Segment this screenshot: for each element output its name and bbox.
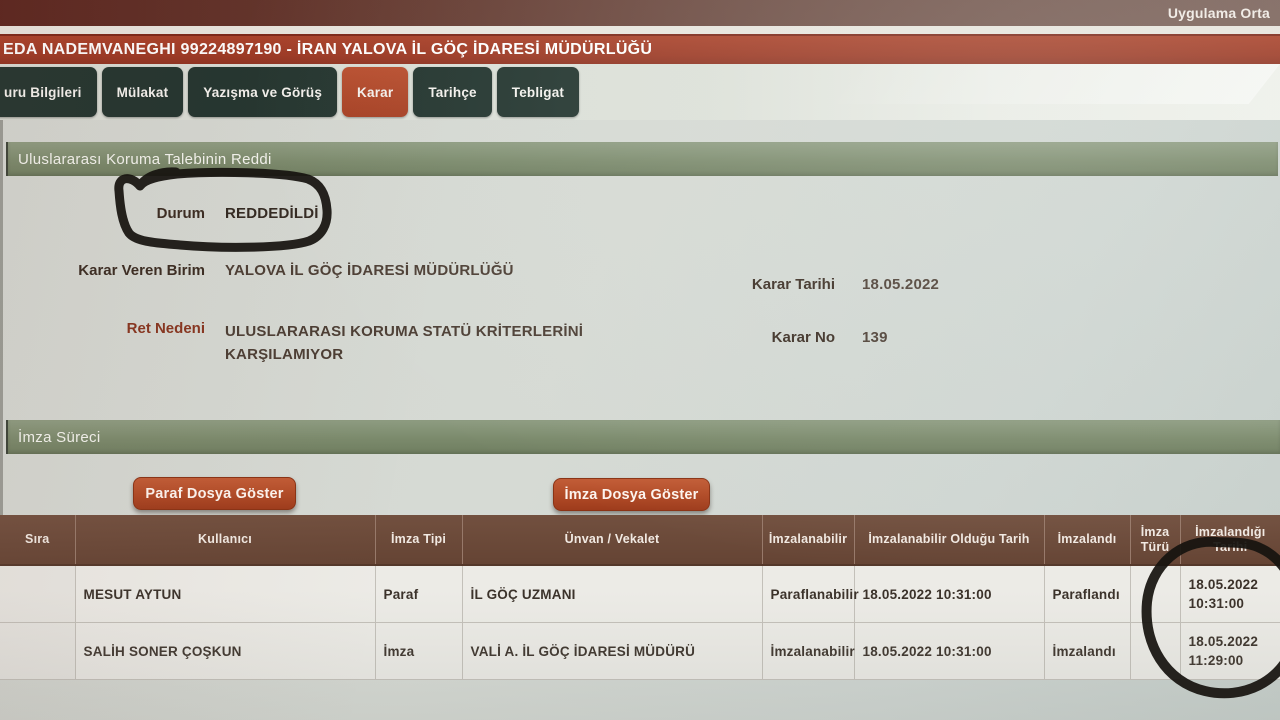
tab-label: Mülakat	[116, 84, 169, 100]
ret-nedeni-value: ULUSLARARASI KORUMA STATÜ KRİTERLERİNİ K…	[225, 320, 583, 366]
tab-strip: uru Bilgileri Mülakat Yazışma ve Görüş K…	[0, 64, 1280, 120]
page-left-edge	[0, 120, 3, 680]
case-title-bar: EDA NADEMVANEGHI 99224897190 - İRAN YALO…	[0, 34, 1280, 64]
cell-imzalanabilir-tarih: 18.05.2022 10:31:00	[853, 564, 1045, 623]
col-header-unvan-vekalet: Ünvan / Vekalet	[461, 515, 762, 566]
ret-nedeni-line1: ULUSLARARASI KORUMA STATÜ KRİTERLERİNİ	[225, 323, 584, 340]
case-title: EDA NADEMVANEGHI 99224897190 - İRAN YALO…	[3, 41, 653, 58]
cell-imzalandigi-tarih: 18.05.2022 10:31:00	[1179, 564, 1280, 623]
karar-veren-birim-value: YALOVA İL GÖÇ İDARESİ MÜDÜRLÜĞÜ	[225, 262, 514, 279]
tab-label: Yazışma ve Görüş	[203, 84, 323, 100]
col-header-imza-turu: İmza Türü	[1129, 515, 1180, 566]
ret-nedeni-line2: KARŞILAMIYOR	[225, 346, 344, 363]
tab-label: Tebligat	[511, 84, 565, 100]
karar-tarihi-label: Karar Tarihi	[751, 276, 835, 293]
cell-imzalanabilir-tarih: 18.05.2022 10:31:00	[853, 622, 1045, 680]
tab-list: uru Bilgileri Mülakat Yazışma ve Görüş K…	[0, 67, 580, 117]
tab-tarihce[interactable]: Tarihçe	[413, 67, 492, 117]
tab-label: Karar	[357, 84, 394, 100]
cell-imza-turu	[1129, 564, 1181, 623]
cell-imzalandigi-tarih: 18.05.2022 11:29:00	[1179, 622, 1280, 680]
signature-table: Sıra Kullanıcı İmza Tipi Ünvan / Vekalet…	[0, 515, 1280, 680]
karar-no-value: 139	[862, 329, 888, 346]
tab-karar[interactable]: Karar	[342, 67, 409, 117]
cell-imza-tipi: İmza	[374, 622, 463, 680]
ret-nedeni-label: Ret Nedeni	[126, 320, 205, 337]
cell-imzalanabilir: Paraflanabilir	[761, 564, 859, 623]
cell-sira	[0, 622, 76, 680]
divider-strip	[0, 26, 1280, 34]
time-line: 10:31:00	[1188, 596, 1245, 611]
top-environment-bar: Uygulama Orta	[0, 0, 1280, 26]
karar-veren-birim-label: Karar Veren Birim	[78, 262, 205, 279]
tab-mulakat[interactable]: Mülakat	[101, 67, 184, 117]
cell-unvan: İL GÖÇ UZMANI	[461, 564, 763, 623]
table-row: SALİH SONER ÇOŞKUN İmza VALİ A. İL GÖÇ İ…	[0, 622, 1280, 680]
date-line: 18.05.2022	[1188, 634, 1259, 649]
karar-no-label: Karar No	[771, 329, 835, 346]
cell-sira	[0, 564, 76, 623]
tab-tebligat[interactable]: Tebligat	[496, 67, 580, 117]
cell-imzalanabilir: İmzalanabilir	[761, 622, 855, 680]
section-title: Uluslararası Koruma Talebinin Reddi	[18, 150, 272, 168]
col-header-imzalanabilir: İmzalanabilir	[761, 515, 854, 566]
cell-kullanici: SALİH SONER ÇOŞKUN	[74, 622, 376, 680]
paraf-dosya-goster-button[interactable]: Paraf Dosya Göster	[133, 477, 296, 510]
tab-yazisma-ve-gorus[interactable]: Yazışma ve Görüş	[188, 67, 338, 117]
cell-imzalandi: Paraflandı	[1043, 564, 1131, 623]
environment-label: Uygulama Orta	[1167, 5, 1270, 21]
section-title: İmza Süreci	[18, 428, 101, 446]
time-line: 11:29:00	[1188, 653, 1244, 668]
durum-value: REDDEDİLDİ	[225, 205, 319, 222]
date-line: 18.05.2022	[1188, 577, 1259, 592]
col-header-imza-tipi: İmza Tipi	[374, 515, 462, 566]
tab-label: Tarihçe	[428, 84, 477, 100]
col-header-imzalandi: İmzalandı	[1043, 515, 1130, 566]
karar-tarihi-value: 18.05.2022	[862, 276, 940, 293]
cell-imzalandi: İmzalandı	[1043, 622, 1131, 680]
col-header-kullanici: Kullanıcı	[74, 515, 375, 566]
tab-label: uru Bilgileri	[4, 84, 82, 100]
section-header-imza-sureci: İmza Süreci	[6, 420, 1280, 454]
section-header-decision: Uluslararası Koruma Talebinin Reddi	[6, 142, 1278, 176]
durum-label: Durum	[156, 205, 205, 222]
col-header-sira: Sıra	[0, 515, 75, 566]
cell-imza-turu	[1129, 622, 1181, 680]
tab-basvuru-bilgileri[interactable]: uru Bilgileri	[0, 67, 97, 117]
cell-unvan: VALİ A. İL GÖÇ İDARESİ MÜDÜRÜ	[461, 622, 763, 680]
cell-imza-tipi: Paraf	[374, 564, 463, 623]
table-header-row: Sıra Kullanıcı İmza Tipi Ünvan / Vekalet…	[0, 515, 1280, 566]
imza-dosya-goster-button[interactable]: İmza Dosya Göster	[553, 478, 710, 511]
cell-kullanici: MESUT AYTUN	[74, 564, 376, 623]
col-header-imzalandigi-tarihi: İmzalandığı Tarihi	[1179, 515, 1280, 566]
col-header-imzalanabilir-oldugu-tarih: İmzalanabilir Olduğu Tarih	[853, 515, 1044, 566]
table-row: MESUT AYTUN Paraf İL GÖÇ UZMANI Paraflan…	[0, 564, 1280, 623]
